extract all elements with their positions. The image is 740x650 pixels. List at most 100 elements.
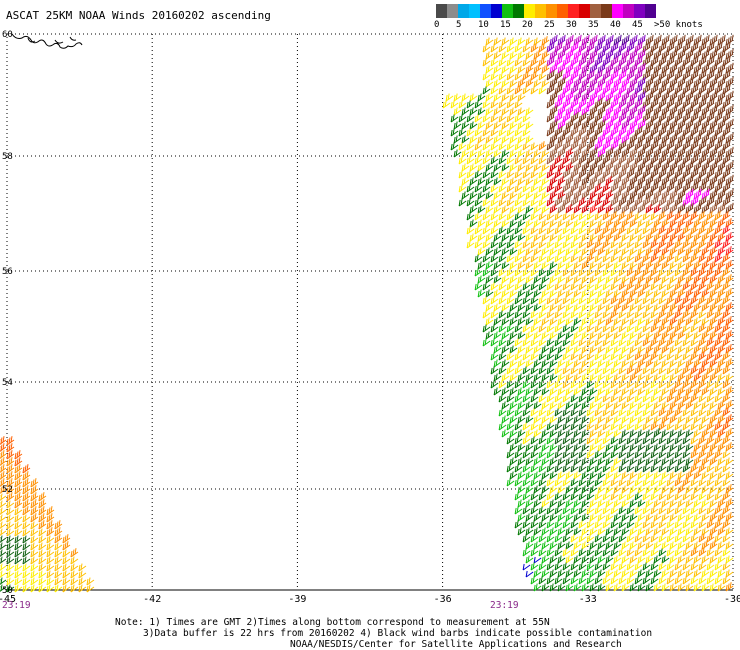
wind-barb bbox=[685, 457, 694, 466]
wind-barb bbox=[570, 226, 579, 235]
wind-barb bbox=[485, 93, 494, 102]
wind-barb bbox=[546, 380, 555, 389]
wind-barb bbox=[466, 114, 475, 123]
wind-barb bbox=[506, 408, 515, 417]
wind-barb bbox=[581, 204, 590, 214]
wind-barb bbox=[509, 303, 518, 312]
wind-barb bbox=[725, 498, 734, 508]
wind-barb bbox=[541, 289, 550, 298]
wind-barb bbox=[562, 268, 571, 277]
wind-barb bbox=[610, 167, 619, 179]
wind-barb bbox=[78, 570, 87, 579]
wind-barb bbox=[650, 576, 659, 585]
wind-barb bbox=[653, 569, 662, 578]
wind-barb bbox=[605, 555, 614, 564]
wind-barb bbox=[637, 429, 646, 438]
wind-barb bbox=[573, 303, 582, 312]
wind-barb bbox=[714, 534, 723, 543]
wind-barb bbox=[602, 534, 611, 543]
wind-barb bbox=[653, 188, 662, 200]
wind-barb bbox=[629, 331, 638, 340]
wind-barb bbox=[650, 380, 659, 389]
legend-label: 30 bbox=[566, 20, 577, 30]
wind-barb bbox=[637, 274, 646, 284]
wind-barb bbox=[693, 401, 702, 410]
wind-barb bbox=[554, 226, 563, 235]
wind-barb bbox=[474, 226, 483, 235]
wind-barb bbox=[605, 583, 614, 592]
wind-barb bbox=[589, 261, 598, 270]
wind-barb bbox=[517, 78, 526, 88]
wind-barb bbox=[589, 527, 598, 536]
wind-barb bbox=[605, 204, 614, 214]
wind-barb bbox=[490, 44, 499, 53]
wind-barb bbox=[22, 570, 31, 579]
wind-barb bbox=[530, 534, 539, 543]
wind-barb bbox=[586, 478, 595, 487]
wind-barb bbox=[626, 240, 635, 249]
wind-barb bbox=[645, 457, 654, 466]
wind-barb bbox=[637, 247, 646, 256]
wind-barb bbox=[618, 254, 627, 263]
wind-barb bbox=[554, 394, 563, 403]
wind-barb bbox=[541, 275, 550, 284]
wind-barb bbox=[597, 471, 606, 480]
wind-barb bbox=[509, 219, 518, 228]
wind-barb bbox=[586, 83, 595, 95]
wind-barb bbox=[525, 471, 534, 480]
wind-barb bbox=[62, 549, 71, 558]
wind-barb bbox=[658, 268, 667, 277]
wind-barb bbox=[482, 44, 491, 53]
wind-barb bbox=[605, 247, 614, 256]
wind-barb bbox=[533, 443, 542, 452]
legend-label: 45 bbox=[632, 20, 643, 30]
wind-barb bbox=[562, 562, 571, 571]
wind-barb bbox=[501, 163, 510, 172]
wind-barb bbox=[482, 198, 491, 207]
wind-barb bbox=[597, 583, 606, 592]
wind-barb bbox=[685, 513, 694, 522]
wind-barb bbox=[610, 436, 619, 445]
wind-barb bbox=[546, 422, 555, 431]
wind-barb bbox=[682, 450, 691, 459]
wind-barb bbox=[725, 512, 734, 522]
legend-swatch-13 bbox=[579, 4, 590, 18]
wind-barb bbox=[581, 541, 590, 550]
wind-barb bbox=[525, 177, 534, 186]
wind-barb bbox=[6, 485, 15, 495]
wind-barb bbox=[626, 226, 635, 235]
wind-barb bbox=[485, 37, 494, 46]
wind-barb bbox=[621, 415, 630, 424]
wind-barb bbox=[22, 464, 31, 474]
wind-barb bbox=[565, 569, 574, 578]
wind-barb bbox=[677, 484, 686, 494]
wind-barb bbox=[642, 562, 651, 571]
wind-barb bbox=[517, 443, 526, 452]
wind-barb bbox=[30, 492, 39, 502]
wind-barb bbox=[565, 401, 574, 410]
wind-barb bbox=[469, 177, 478, 186]
wind-barb bbox=[501, 387, 510, 396]
wind-barb bbox=[658, 492, 667, 501]
wind-barb bbox=[517, 219, 526, 228]
wind-barb bbox=[578, 506, 587, 515]
wind-barb bbox=[637, 387, 646, 396]
wind-barb bbox=[6, 577, 15, 586]
wind-barb bbox=[594, 380, 603, 389]
wind-barb bbox=[522, 86, 531, 95]
wind-barb bbox=[554, 464, 563, 473]
wind-barb bbox=[490, 100, 499, 109]
wind-barb bbox=[514, 254, 523, 263]
wind-barb bbox=[498, 184, 507, 193]
wind-barb bbox=[629, 443, 638, 452]
wind-barb bbox=[573, 219, 582, 228]
wind-barb bbox=[714, 492, 723, 501]
wind-barb bbox=[709, 526, 718, 536]
wind-barb bbox=[485, 149, 494, 158]
wind-barb bbox=[613, 289, 622, 298]
wind-barb bbox=[725, 288, 734, 298]
wind-barb bbox=[645, 344, 654, 354]
wind-barb bbox=[30, 499, 39, 509]
wind-barb bbox=[493, 191, 502, 200]
wind-barb bbox=[653, 330, 662, 340]
